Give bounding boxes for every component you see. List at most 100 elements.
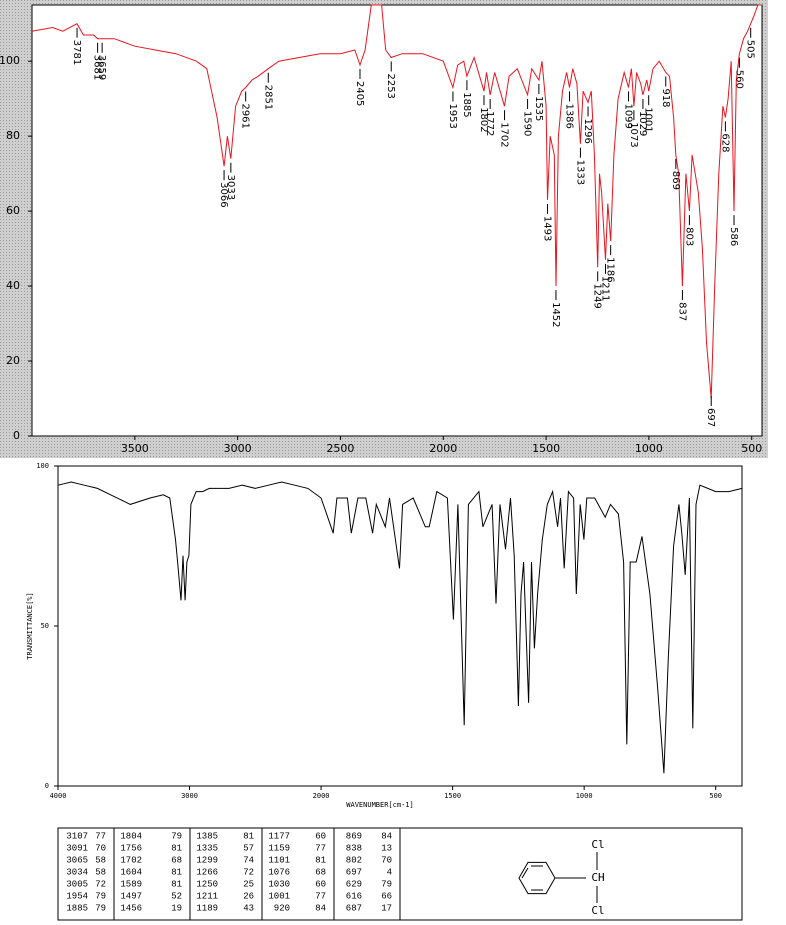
peak-label: 1073 — [628, 122, 639, 147]
table-wavenumber: 1604 — [120, 867, 142, 877]
table-wavenumber: 802 — [346, 855, 362, 865]
table-transmittance: 79 — [381, 879, 392, 889]
table-dividers — [113, 828, 401, 920]
peak-label: 3033 — [225, 175, 236, 200]
peak-label: 1772 — [484, 111, 495, 136]
table-transmittance: 77 — [315, 891, 326, 901]
table-transmittance: 77 — [95, 831, 106, 841]
peak-label: 1953 — [447, 103, 458, 128]
table-transmittance: 26 — [243, 891, 254, 901]
table-transmittance: 81 — [315, 855, 326, 865]
peak-label: 1001 — [643, 107, 654, 132]
peak-label: 1296 — [582, 118, 593, 143]
table-transmittance: 84 — [315, 903, 326, 913]
x-tick-label: 3000 — [224, 442, 252, 455]
table-wavenumber: 1804 — [120, 831, 142, 841]
peak-label: 2405 — [354, 81, 365, 106]
table-transmittance: 79 — [171, 831, 182, 841]
y-tick-label: 50 — [41, 622, 49, 630]
table-wavenumber: 3107 — [66, 831, 88, 841]
table-wavenumber: 1101 — [268, 855, 290, 865]
peak-label: 1452 — [550, 302, 561, 327]
x-tick-label: 3000 — [181, 792, 198, 800]
table-wavenumber: 697 — [346, 867, 362, 877]
peak-label: 1333 — [574, 160, 585, 185]
peak-label: 3659 — [96, 55, 107, 80]
peak-label: 628 — [719, 133, 730, 152]
table-wavenumber: 1385 — [196, 831, 218, 841]
table-transmittance: 68 — [171, 855, 182, 865]
x-tick-label: 1500 — [532, 442, 560, 455]
table-transmittance: 60 — [315, 879, 326, 889]
y-tick-label: 0 — [13, 429, 20, 442]
table-wavenumber: 1589 — [120, 879, 142, 889]
x-tick-label: 1500 — [444, 792, 461, 800]
table-wavenumber: 869 — [346, 831, 362, 841]
table-transmittance: 84 — [381, 831, 392, 841]
y-tick-label: 60 — [6, 204, 20, 217]
table-transmittance: 72 — [243, 867, 254, 877]
x-tick-label: 1000 — [635, 442, 663, 455]
table-transmittance: 72 — [95, 879, 106, 889]
peak-label: 1029 — [637, 111, 648, 136]
table-transmittance: 81 — [243, 831, 254, 841]
table-transmittance: 70 — [381, 855, 392, 865]
peak-label: 918 — [660, 88, 671, 107]
table-wavenumber: 1189 — [196, 903, 218, 913]
table-transmittance: 68 — [315, 867, 326, 877]
table-wavenumber: 1177 — [268, 831, 290, 841]
table-transmittance: 79 — [95, 903, 106, 913]
x-tick-label: 500 — [741, 442, 762, 455]
table-transmittance: 66 — [381, 891, 392, 901]
table-transmittance: 81 — [171, 843, 182, 853]
table-transmittance: 57 — [243, 843, 254, 853]
table-transmittance: 4 — [387, 867, 392, 877]
x-tick-label: 3500 — [121, 442, 149, 455]
y-axis-title: TRANSMITTANCE[%] — [26, 592, 34, 659]
peak-label: 1802 — [478, 107, 489, 132]
x-tick-label: 500 — [709, 792, 722, 800]
peak-label: 837 — [676, 302, 687, 321]
table-wavenumber: 838 — [346, 843, 362, 853]
spectrum-line — [57, 481, 743, 774]
y-tick-label: 20 — [6, 354, 20, 367]
table-transmittance: 77 — [315, 843, 326, 853]
peak-label: 3066 — [218, 182, 229, 207]
atom-label: Cl — [591, 838, 604, 851]
peak-label: 2851 — [262, 85, 273, 110]
table-transmittance: 17 — [381, 903, 392, 913]
table-wavenumber: 1702 — [120, 855, 142, 865]
x-tick-label: 2500 — [326, 442, 354, 455]
x-tick-label: 2000 — [313, 792, 330, 800]
table-wavenumber: 3065 — [66, 855, 88, 865]
table-transmittance: 19 — [171, 903, 182, 913]
peak-label: 1590 — [522, 111, 533, 136]
y-tick-label: 100 — [0, 54, 20, 67]
top-plot-area — [31, 4, 763, 437]
table-wavenumber: 3034 — [66, 867, 88, 877]
table-wavenumber: 1266 — [196, 867, 218, 877]
peak-label: 1249 — [592, 283, 603, 308]
peak-label: 1493 — [542, 216, 553, 241]
table-transmittance: 74 — [243, 855, 254, 865]
table-wavenumber: 1456 — [120, 903, 142, 913]
table-wavenumber: 1335 — [196, 843, 218, 853]
peak-label: 1702 — [499, 122, 510, 147]
table-transmittance: 43 — [243, 903, 254, 913]
table-wavenumber: 1159 — [268, 843, 290, 853]
peak-label: 505 — [745, 40, 756, 59]
peak-label: 803 — [683, 227, 694, 246]
peak-label: 3681 — [92, 55, 103, 80]
peak-label: 1099 — [623, 103, 634, 128]
table-wavenumber: 1885 — [66, 903, 88, 913]
table-wavenumber: 3005 — [66, 879, 88, 889]
peak-label: 1186 — [605, 257, 616, 282]
table-wavenumber: 1211 — [196, 891, 218, 901]
atom-label: Cl — [591, 904, 604, 917]
peak-label: 869 — [670, 171, 681, 190]
table-wavenumber: 1030 — [268, 879, 290, 889]
table-wavenumber: 1497 — [120, 891, 142, 901]
table-wavenumber: 1954 — [66, 891, 88, 901]
peak-label: 2253 — [385, 73, 396, 98]
table-wavenumber: 1001 — [268, 891, 290, 901]
